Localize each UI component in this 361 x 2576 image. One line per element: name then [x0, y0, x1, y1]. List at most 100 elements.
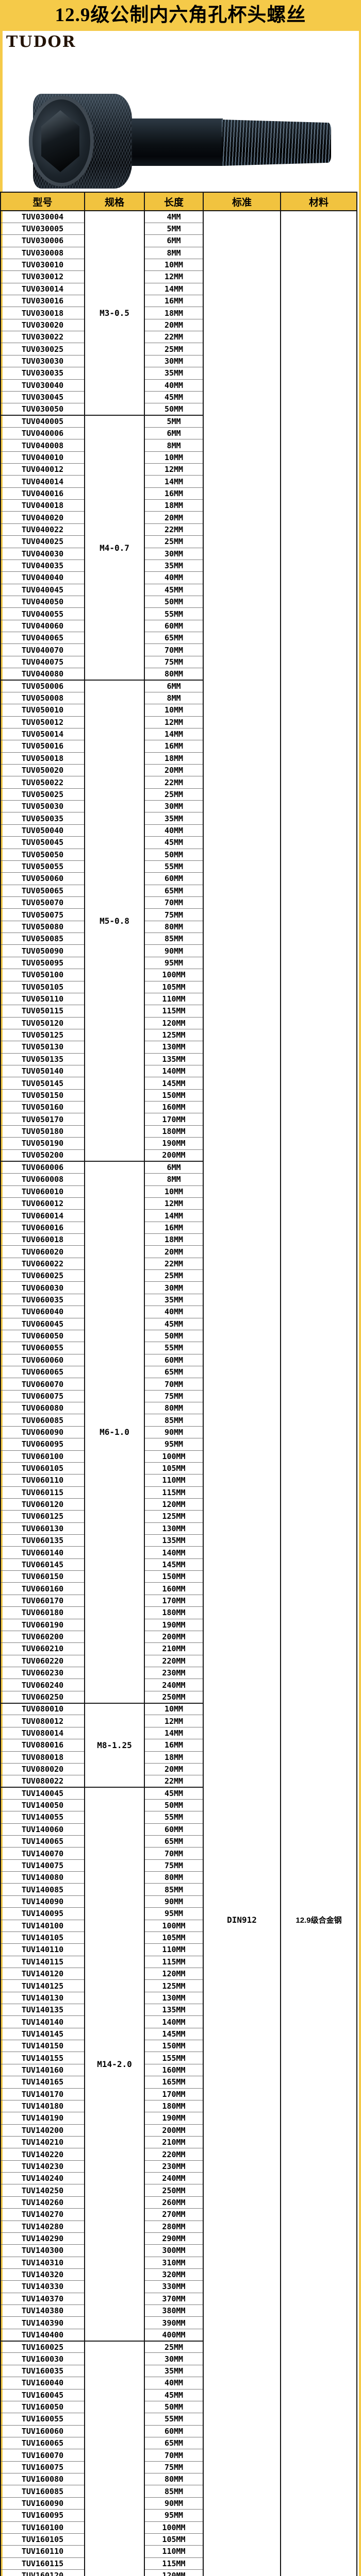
model-cell: TUV140310 — [0, 2256, 85, 2269]
model-cell: TUV040025 — [0, 535, 85, 548]
length-cell: 10MM — [144, 258, 203, 271]
table-row: TUV160095 95MM — [0, 2509, 357, 2521]
model-cell: TUV060050 — [0, 1329, 85, 1342]
model-cell: TUV140135 — [0, 2004, 85, 2016]
table-row: TUV140190 190MM — [0, 2112, 357, 2125]
length-cell: 125MM — [144, 1028, 203, 1041]
table-row: TUV060090 90MM — [0, 1426, 357, 1438]
table-row: TUV080010 M8-1.25 10MM — [0, 1702, 357, 1788]
table-row: TUV140250 250MM — [0, 2184, 357, 2197]
table-row: TUV060045 45MM — [0, 1317, 357, 1330]
table-row: TUV030030 30MM — [0, 354, 357, 367]
length-cell: 22MM — [144, 1257, 203, 1270]
model-cell: TUV030040 — [0, 379, 85, 392]
table-row: TUV140095 95MM — [0, 1907, 357, 1920]
table-row: TUV050016 16MM — [0, 740, 357, 753]
length-cell: 60MM — [144, 872, 203, 885]
length-cell: 25MM — [144, 2340, 203, 2353]
table-row: TUV040008 8MM — [0, 439, 357, 452]
model-cell: TUV030004 — [0, 210, 85, 223]
model-cell: TUV030008 — [0, 246, 85, 259]
table-row: TUV060190 190MM — [0, 1618, 357, 1631]
model-cell: TUV140250 — [0, 2184, 85, 2197]
table-row: TUV050025 25MM — [0, 788, 357, 801]
table-row: TUV060200 200MM — [0, 1630, 357, 1643]
table-row: TUV040050 50MM — [0, 595, 357, 608]
length-cell: 85MM — [144, 1883, 203, 1896]
model-cell: TUV060018 — [0, 1233, 85, 1246]
model-cell: TUV060250 — [0, 1690, 85, 1703]
table-row: TUV050140 140MM — [0, 1065, 357, 1077]
table-row: TUV160075 75MM — [0, 2461, 357, 2473]
table-row: TUV060135 135MM — [0, 1534, 357, 1547]
table-row: TUV160090 90MM — [0, 2497, 357, 2510]
table-row: TUV140110 110MM — [0, 1943, 357, 1956]
table-row: TUV050014 14MM — [0, 727, 357, 740]
length-cell: 14MM — [144, 1209, 203, 1222]
table-row: TUV060008 8MM — [0, 1173, 357, 1186]
brand-logo: TUDOR — [6, 33, 76, 51]
model-cell: TUV060055 — [0, 1342, 85, 1354]
model-cell: TUV050040 — [0, 824, 85, 837]
model-cell: TUV050055 — [0, 860, 85, 873]
length-cell: 30MM — [144, 354, 203, 367]
model-cell: TUV060075 — [0, 1389, 85, 1402]
length-cell: 14MM — [144, 1726, 203, 1739]
table-row: TUV060080 80MM — [0, 1402, 357, 1414]
model-cell: TUV050085 — [0, 933, 85, 945]
table-row: TUV140130 130MM — [0, 1991, 357, 2004]
length-cell: 250MM — [144, 2184, 203, 2197]
table-row: TUV030018 18MM — [0, 307, 357, 319]
model-cell: TUV030030 — [0, 354, 85, 367]
length-cell: 130MM — [144, 1041, 203, 1054]
model-cell: TUV050100 — [0, 969, 85, 981]
model-cell: TUV140075 — [0, 1859, 85, 1872]
model-cell: TUV050022 — [0, 776, 85, 789]
standard-cell: DIN912 — [203, 211, 281, 2576]
table-row: TUV030008 8MM — [0, 246, 357, 259]
length-cell: 230MM — [144, 2160, 203, 2173]
model-cell: TUV030022 — [0, 331, 85, 343]
length-cell: 6MM — [144, 1161, 203, 1174]
table-row: TUV160120 120MM — [0, 2569, 357, 2576]
model-cell: TUV040014 — [0, 475, 85, 488]
model-cell: TUV060014 — [0, 1209, 85, 1222]
length-cell: 50MM — [144, 1799, 203, 1811]
model-cell: TUV140080 — [0, 1871, 85, 1884]
length-cell: 55MM — [144, 1342, 203, 1354]
table-row: TUV040006 6MM — [0, 427, 357, 439]
length-cell: 45MM — [144, 1787, 203, 1800]
model-cell: TUV050006 — [0, 680, 85, 692]
length-cell: 190MM — [144, 1137, 203, 1150]
model-cell: TUV060085 — [0, 1414, 85, 1427]
model-cell: TUV160090 — [0, 2497, 85, 2510]
table-row: TUV060100 100MM — [0, 1450, 357, 1463]
table-row: TUV040012 12MM — [0, 463, 357, 476]
table-row: TUV050022 22MM — [0, 776, 357, 789]
model-cell: TUV050170 — [0, 1113, 85, 1126]
model-cell: TUV040030 — [0, 547, 85, 560]
model-cell: TUV140170 — [0, 2088, 85, 2100]
table-row: TUV050110 110MM — [0, 992, 357, 1005]
model-cell: TUV140105 — [0, 1931, 85, 1944]
model-cell: TUV050025 — [0, 788, 85, 801]
model-cell: TUV040080 — [0, 668, 85, 681]
length-cell: 10MM — [144, 704, 203, 717]
length-cell: 110MM — [144, 1943, 203, 1956]
table-row: TUV140090 90MM — [0, 1895, 357, 1908]
table-row: TUV060180 180MM — [0, 1606, 357, 1619]
table-row: TUV140180 180MM — [0, 2099, 357, 2112]
length-cell: 55MM — [144, 607, 203, 620]
length-cell: 35MM — [144, 1293, 203, 1306]
length-cell: 115MM — [144, 1005, 203, 1018]
model-cell: TUV160105 — [0, 2533, 85, 2546]
table-row: TUV060210 210MM — [0, 1642, 357, 1655]
model-cell: TUV060240 — [0, 1679, 85, 1691]
length-cell: 30MM — [144, 1281, 203, 1294]
model-cell: TUV040006 — [0, 427, 85, 439]
length-cell: 120MM — [144, 1016, 203, 1029]
table-row: TUV060020 20MM — [0, 1245, 357, 1258]
model-cell: TUV040035 — [0, 559, 85, 572]
length-cell: 50MM — [144, 403, 203, 416]
length-cell: 80MM — [144, 1402, 203, 1414]
